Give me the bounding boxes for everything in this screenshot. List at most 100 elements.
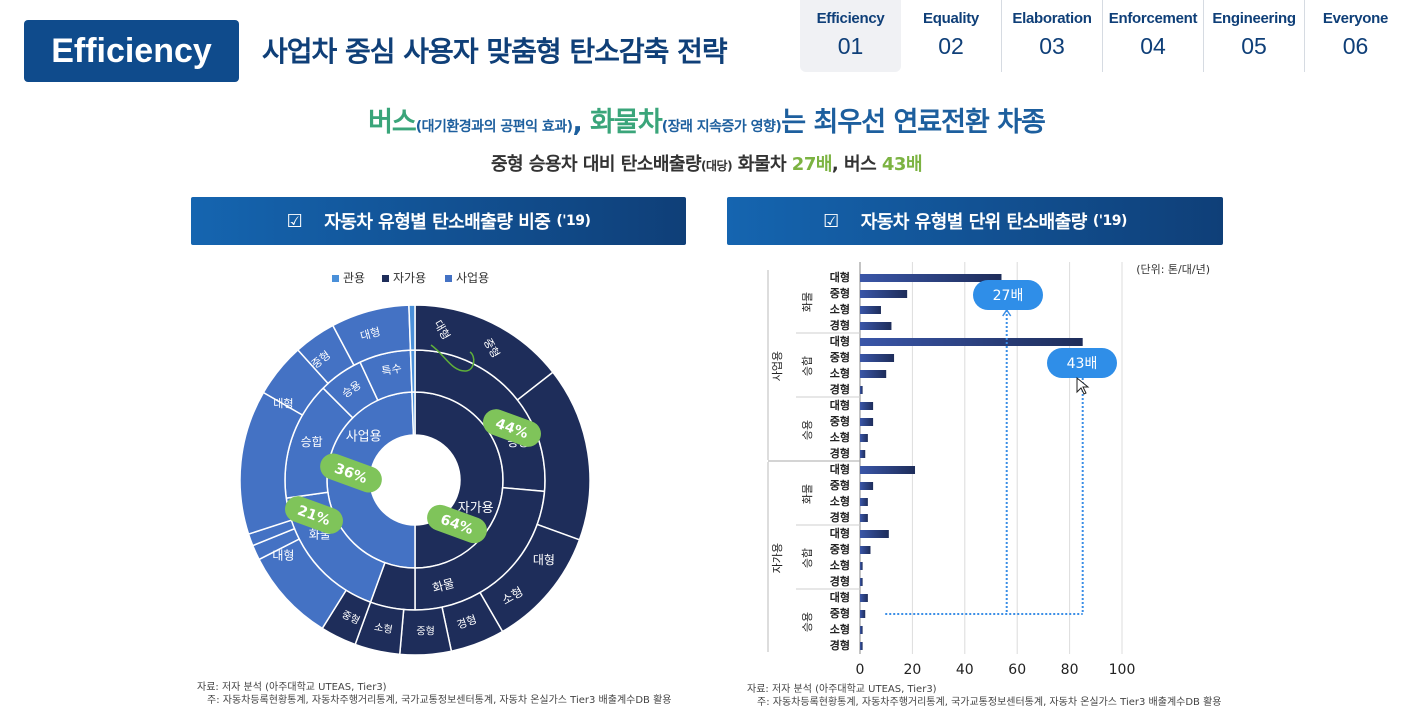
- label-private: 자가용: [458, 501, 494, 516]
- section-header-right: ☑ 자동차 유형별 단위 탄소배출량 ('19): [727, 197, 1223, 245]
- bar: [860, 626, 863, 634]
- unit-label: (단위: 톤/대/년): [1136, 263, 1210, 276]
- category-label: 승용: [801, 612, 814, 632]
- bar: [860, 482, 874, 490]
- bar: [860, 306, 881, 314]
- strategy-tabs: Efficiency 01 Equality 02 Elaboration 03 Enfor…: [800, 0, 1406, 78]
- label-outer: 대형: [359, 325, 382, 343]
- bar: [860, 274, 1002, 282]
- sunburst-chart: 관용자가용사업용사업용자가용승합화물승용특수승용화물대형중형대형대형중형소형경형…: [239, 271, 591, 656]
- owner-label: 사업용: [771, 351, 784, 381]
- bar: [860, 530, 889, 538]
- bar: [860, 386, 863, 394]
- subheadline: 중형 승용차 대비 탄소배출량(대당) 화물차 27배, 버스 43배: [0, 150, 1413, 176]
- bar: [860, 450, 866, 458]
- x-tick-label: 60: [1008, 662, 1026, 675]
- tab-number: 02: [938, 33, 964, 59]
- annotation-stroke: [430, 344, 475, 372]
- section-left-year: ('19): [556, 213, 591, 229]
- x-tick-label: 100: [1109, 662, 1136, 675]
- category-label: 승용: [801, 420, 814, 440]
- size-label: 중형: [830, 606, 850, 620]
- size-label: 대형: [830, 462, 850, 476]
- bar: [860, 322, 892, 330]
- subline-bus-value: 43배: [881, 154, 923, 175]
- legend-swatch: [332, 275, 339, 282]
- source-note-left: 자료: 저자 분석 (아주대학교 UTEAS, Tier3) 주: 자동차등록현…: [197, 681, 672, 707]
- size-label: 소형: [830, 558, 850, 572]
- bar: [860, 594, 868, 602]
- bar: [860, 562, 863, 570]
- bar: [860, 610, 866, 618]
- tab-elaboration[interactable]: Elaboration 03: [1002, 0, 1103, 72]
- bar: [860, 338, 1083, 346]
- tab-number: 04: [1140, 33, 1166, 59]
- tab-name: Enforcement: [1108, 10, 1198, 27]
- size-label: 중형: [830, 414, 850, 428]
- pct-pill-64: 64%: [427, 504, 487, 544]
- size-label: 경형: [830, 510, 850, 524]
- tab-everyone[interactable]: Everyone 06: [1305, 0, 1406, 72]
- size-label: 경형: [830, 382, 850, 396]
- source-right: 자료: 저자 분석 (아주대학교 UTEAS, Tier3): [747, 684, 937, 695]
- checkbox-icon: ☑: [823, 210, 839, 232]
- label-outer: 소형: [373, 621, 393, 636]
- tab-number: 06: [1342, 33, 1369, 59]
- subline-truck-value: 27배: [791, 154, 833, 175]
- pill-bg: [427, 504, 487, 544]
- tab-engineering[interactable]: Engineering 05: [1204, 0, 1305, 72]
- headline-last: 차종: [997, 107, 1046, 138]
- bar: [860, 546, 871, 554]
- size-label: 소형: [830, 302, 850, 316]
- headline-truck: 화물차: [590, 107, 663, 138]
- size-label: 소형: [830, 622, 850, 636]
- headline-comma: ,: [572, 107, 591, 138]
- tab-efficiency[interactable]: Efficiency 01: [800, 0, 901, 72]
- cursor-icon: [1076, 376, 1090, 395]
- bar-chart: 0 20 40 60 80 100(단위: 톤/대/년)화물대형중형소형경형승합대형중형소…: [767, 262, 1210, 675]
- tab-name: Equality: [923, 10, 979, 27]
- tab-equality[interactable]: Equality 02: [901, 0, 1002, 72]
- size-label: 대형: [830, 398, 850, 412]
- category-label: 화물: [801, 292, 814, 312]
- bar: [860, 466, 916, 474]
- headline-rest: 는 최우선 연료전환: [781, 107, 998, 138]
- x-tick-label: 80: [1061, 662, 1079, 675]
- source-note-right: 자료: 저자 분석 (아주대학교 UTEAS, Tier3) 주: 자동차등록현…: [747, 683, 1222, 709]
- pill-bg: [285, 496, 343, 534]
- section-right-title: 자동차 유형별 단위 탄소배출량: [860, 212, 1088, 233]
- subline-text2: 화물차: [732, 154, 792, 175]
- remark-right: 주: 자동차등록현황통계, 자동차주행거리통계, 국가교통정보센터통계, 자동차…: [757, 697, 1222, 708]
- size-label: 경형: [830, 638, 850, 652]
- category-label: 승합: [801, 548, 814, 568]
- headline-bus-note: (대기환경과의 공편익 효과): [415, 119, 573, 135]
- bar: [860, 370, 887, 378]
- size-label: 경형: [830, 446, 850, 460]
- label-van-biz: 승합: [301, 435, 323, 449]
- sunburst-legend: 관용 자가용 사업용: [332, 271, 489, 285]
- legend-swatch: [445, 275, 452, 282]
- x-tick-label: 20: [903, 662, 921, 675]
- headline-truck-note: (장래 지속증가 영향): [661, 119, 782, 135]
- tab-name: Efficiency: [816, 10, 885, 27]
- sunburst-mid-public: [409, 349, 416, 393]
- legend-label: 관용: [343, 271, 365, 285]
- size-label: 경형: [830, 574, 850, 588]
- category-label: 화물: [801, 484, 814, 504]
- subline-text: 중형 승용차 대비 탄소배출량: [490, 154, 702, 175]
- headline-bus: 버스: [368, 107, 417, 138]
- legend-label: 자가용: [393, 271, 426, 285]
- tab-enforcement[interactable]: Enforcement 04: [1103, 0, 1204, 72]
- section-right-year: ('19): [1092, 213, 1128, 229]
- callout-text: 27배: [993, 288, 1024, 304]
- label-special: 특수: [381, 362, 403, 378]
- size-label: 중형: [830, 286, 850, 300]
- x-tick-label: 0: [856, 662, 865, 675]
- bar: [860, 642, 863, 650]
- source-left: 자료: 저자 분석 (아주대학교 UTEAS, Tier3): [197, 682, 387, 693]
- bar: [860, 498, 868, 506]
- callout-pill: [1047, 348, 1117, 378]
- section-badge: Efficiency: [24, 20, 239, 82]
- section-left-title: 자동차 유형별 탄소배출량 비중: [324, 212, 551, 233]
- callout-text: 43배: [1067, 356, 1098, 372]
